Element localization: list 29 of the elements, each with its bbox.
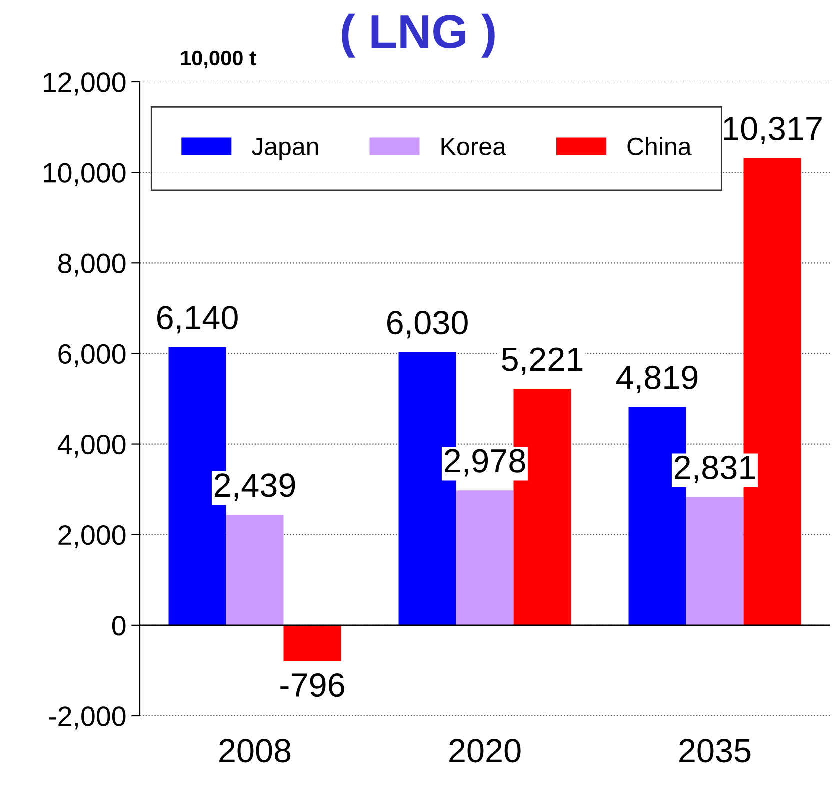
data-label: 5,221	[502, 348, 583, 376]
legend-label: Korea	[442, 138, 506, 156]
bar	[226, 514, 284, 626]
data-label: -796	[280, 673, 344, 698]
data-label: 6,030	[387, 311, 468, 339]
bar	[686, 497, 744, 626]
y-tick-label: 0	[112, 616, 126, 636]
x-tick-label: 2035	[680, 739, 751, 763]
y-tick-label: -2,000	[49, 706, 126, 730]
legend-label: China	[628, 137, 692, 156]
x-tick-label: 2008	[220, 739, 291, 763]
y-tick-label: 12,000	[44, 72, 126, 96]
y-tick-label: 8,000	[58, 254, 126, 277]
data-label: 2,978	[444, 449, 526, 477]
legend-label: Japan	[252, 138, 318, 160]
bar	[456, 490, 514, 626]
x-tick-label: 2020	[450, 739, 521, 763]
y-tick-label: 2,000	[58, 526, 126, 548]
data-label: 2,831	[674, 456, 756, 484]
y-tick-label: 6,000	[58, 344, 126, 368]
y-tick-label: 4,000	[58, 434, 126, 458]
y-tick-label: 10,000	[44, 163, 126, 186]
y-axis-title: 10,000 t	[181, 50, 256, 69]
bar	[284, 625, 342, 662]
data-label: 2,439	[214, 474, 296, 502]
chart-title: ( LNG )	[342, 14, 495, 58]
data-label: 6,140	[157, 306, 238, 334]
data-label: 4,819	[616, 366, 698, 394]
data-label: 10,317	[724, 116, 822, 144]
